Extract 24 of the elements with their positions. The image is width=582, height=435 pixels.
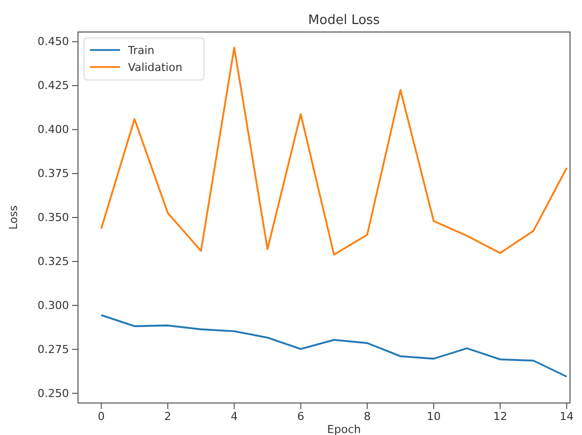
y-axis-title: Loss [7, 205, 20, 230]
x-tick-label: 8 [364, 410, 371, 423]
y-tick-label: 0.450 [38, 35, 69, 48]
x-tick-label: 0 [98, 410, 105, 423]
legend-label: Validation [128, 61, 182, 74]
y-tick-label: 0.350 [38, 211, 69, 224]
x-tick-label: 10 [426, 410, 441, 423]
y-tick-label: 0.300 [38, 298, 69, 312]
legend-label: Train [127, 44, 154, 57]
y-tick-label: 0.425 [38, 79, 69, 92]
x-tick-label: 2 [164, 410, 172, 423]
y-tick-label: 0.325 [38, 254, 69, 268]
x-tick-label: 4 [230, 410, 238, 423]
y-tick-label: 0.250 [38, 386, 69, 400]
y-tick-label: 0.275 [38, 342, 69, 356]
y-tick-label: 0.375 [38, 167, 69, 180]
line-series [100, 46, 568, 256]
chart-title: Model Loss [308, 13, 380, 28]
x-tick-label: 12 [493, 410, 508, 423]
y-tick-label: 0.400 [38, 123, 69, 136]
x-tick-label: 14 [560, 410, 574, 423]
x-axis-title: Epoch [327, 423, 361, 435]
line-series [100, 314, 568, 378]
x-tick-label: 6 [297, 410, 304, 423]
